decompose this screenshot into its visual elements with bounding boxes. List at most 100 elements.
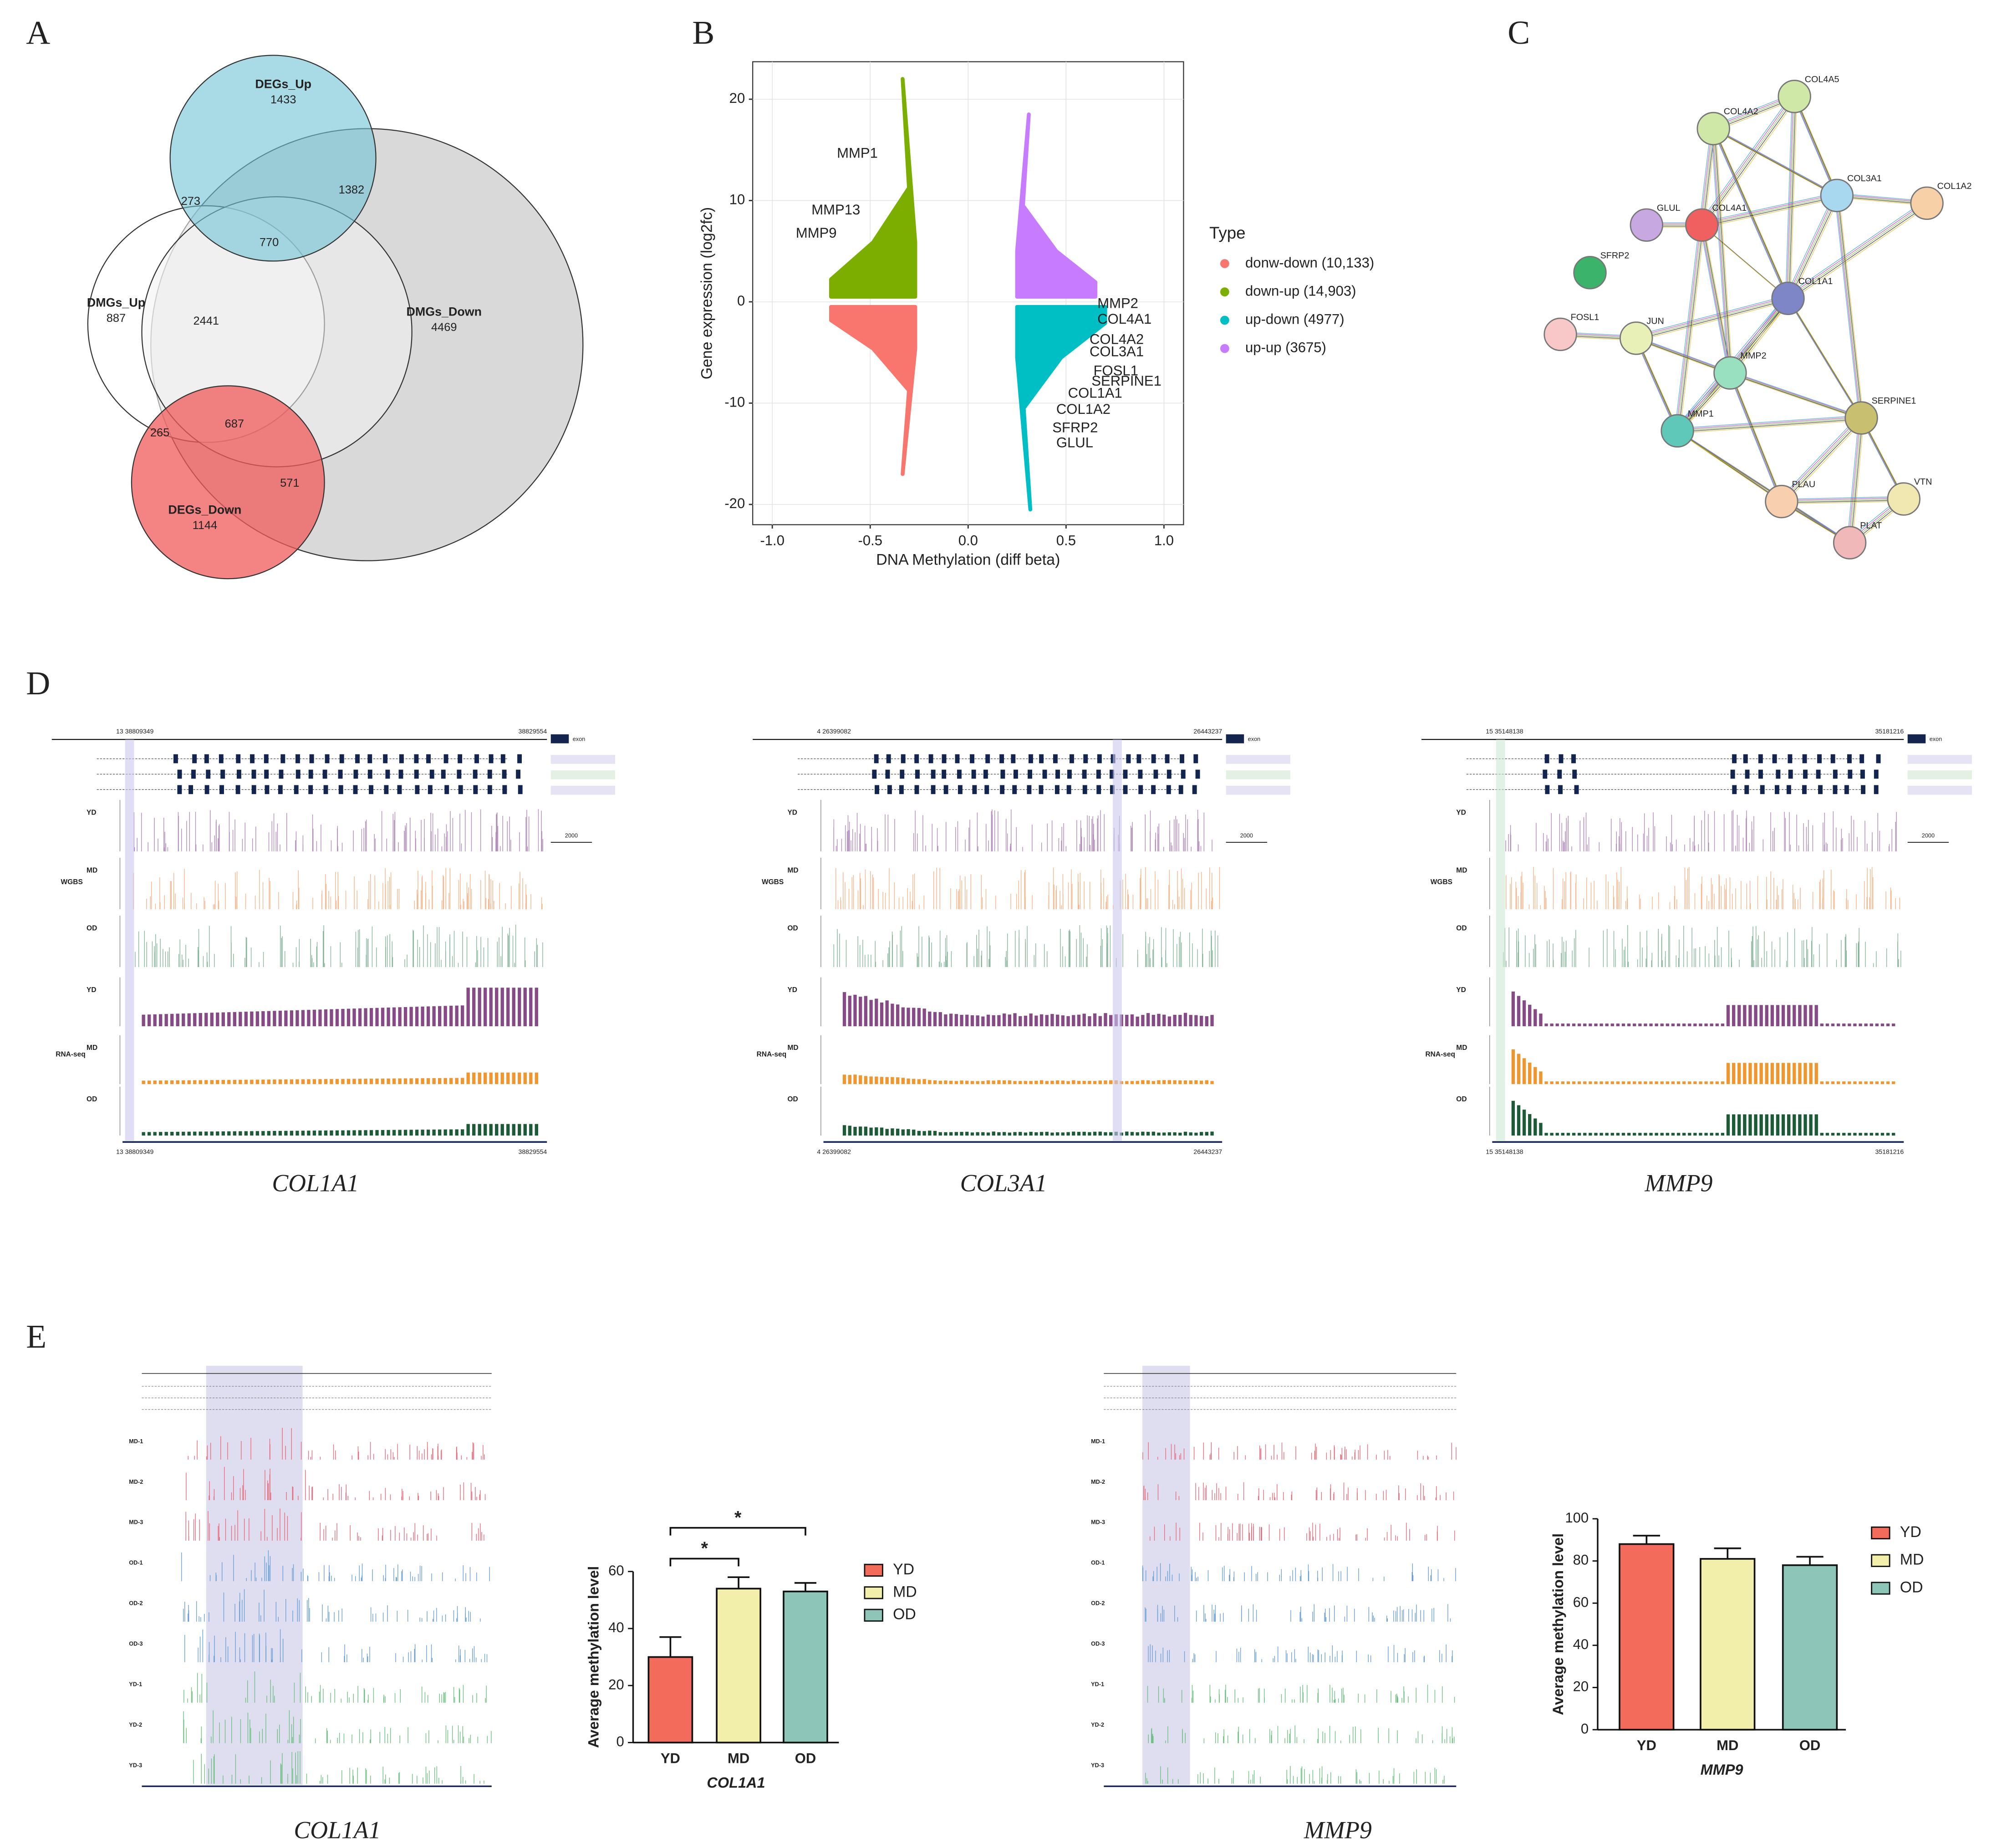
rnaseq-signal <box>221 1080 225 1084</box>
point-cloud <box>829 305 917 476</box>
network-node-label: JUN <box>1646 316 1664 326</box>
rnaseq-signal <box>1748 1063 1752 1084</box>
rnaseq-signal <box>869 1000 873 1027</box>
rnaseq-signal <box>1820 1081 1824 1084</box>
exon <box>338 769 343 779</box>
rnaseq-signal <box>421 1006 424 1027</box>
rnaseq-signal <box>1544 1023 1548 1027</box>
network-edge <box>1711 126 1786 296</box>
venn-set-name: DEGs_Up <box>255 77 311 91</box>
network-edge <box>1851 420 1864 545</box>
exon <box>323 785 328 794</box>
rnaseq-signal <box>381 1008 385 1027</box>
exon <box>971 769 976 779</box>
exon <box>1802 754 1807 764</box>
track-group: YD <box>787 986 797 994</box>
rnaseq-signal <box>381 1130 385 1136</box>
exon <box>1138 785 1143 794</box>
rnaseq-signal <box>176 1013 179 1027</box>
network-edge <box>1713 128 1788 299</box>
network-edge <box>1701 195 1837 226</box>
rnaseq-signal <box>1704 1081 1708 1084</box>
significance-bracket <box>669 1527 806 1536</box>
exon <box>1110 785 1115 794</box>
rnaseq-signal <box>261 1131 265 1136</box>
exon <box>1027 785 1032 794</box>
rnaseq-signal <box>1577 1133 1581 1136</box>
network-edge <box>1780 497 1903 501</box>
exon <box>1574 785 1579 794</box>
rnaseq-signal <box>1098 1080 1102 1084</box>
rnaseq-signal <box>438 1006 442 1027</box>
rnaseq-signal <box>244 1012 248 1027</box>
rnaseq-signal <box>1688 1081 1691 1084</box>
rnaseq-signal <box>1732 1114 1736 1136</box>
network-node-label: FOSL1 <box>1571 312 1599 322</box>
rnaseq-signal <box>443 1006 447 1027</box>
exon <box>955 754 960 764</box>
rnaseq-signal <box>1594 1023 1598 1027</box>
gene-annotation: MMP2 <box>1097 295 1138 311</box>
rnaseq-signal <box>1781 1063 1785 1084</box>
rnaseq-signal <box>1066 1081 1070 1084</box>
legend-box <box>1907 785 1972 795</box>
exon <box>1833 785 1838 794</box>
exon <box>219 754 224 764</box>
x-tick-label: 1.0 <box>1154 532 1174 548</box>
exon <box>914 785 919 794</box>
exon <box>1745 769 1750 779</box>
exon <box>191 769 196 779</box>
exon <box>1192 785 1197 794</box>
exon <box>1774 785 1779 794</box>
rnaseq-signal <box>992 1080 995 1084</box>
network-edge <box>1785 200 1925 296</box>
track-group: MD <box>87 866 97 874</box>
legend-swatch <box>864 1563 883 1577</box>
rnaseq-signal <box>1814 1063 1818 1084</box>
x-tick-label: -0.5 <box>858 532 882 548</box>
exon <box>874 754 879 764</box>
rnaseq-signal <box>142 1132 145 1136</box>
rnaseq-signal <box>341 1008 345 1027</box>
network-node-label: VTN <box>1914 477 1932 487</box>
rnaseq-signal <box>290 1079 294 1084</box>
exon <box>383 754 388 764</box>
coordinate: 13 38809349 <box>116 728 154 735</box>
exon <box>901 754 906 764</box>
exon <box>1817 754 1822 764</box>
rnaseq-signal <box>875 1127 878 1136</box>
gene-annotation: GLUL <box>1056 435 1093 451</box>
rnaseq-signal <box>1831 1081 1835 1084</box>
venn-count: 770 <box>260 236 279 249</box>
network-edge <box>1785 193 1835 296</box>
rnaseq-signal <box>1610 1133 1614 1136</box>
exon <box>1180 754 1184 764</box>
rnaseq-signal <box>1157 1080 1161 1084</box>
exon <box>1760 785 1765 794</box>
sample-label: MD-3 <box>1091 1519 1105 1526</box>
exon <box>457 769 462 779</box>
rnaseq-signal <box>369 1130 373 1136</box>
rnaseq-signal <box>523 1072 527 1084</box>
rnaseq-signal <box>1002 1013 1006 1027</box>
rnaseq-signal <box>1517 1105 1521 1136</box>
exon <box>278 785 283 794</box>
rnaseq-signal <box>1130 1081 1134 1084</box>
rnaseq-signal <box>1869 1133 1873 1136</box>
rnaseq-signal <box>1088 1080 1091 1084</box>
y-tick-label: 40 <box>608 1619 624 1635</box>
coordinate: 4 26399082 <box>817 728 851 735</box>
highlight <box>1496 739 1505 1141</box>
exon <box>279 769 284 779</box>
rnaseq-signal <box>1146 1013 1150 1027</box>
rnaseq-signal <box>1077 1081 1081 1084</box>
rnaseq-signal <box>1616 1133 1620 1136</box>
rnaseq-signal <box>1814 1005 1818 1027</box>
rnaseq-signal <box>960 1080 963 1084</box>
network-edge <box>1634 295 1786 336</box>
rnaseq-signal <box>506 1072 510 1084</box>
rnaseq-signal <box>1066 1132 1070 1136</box>
rnaseq-signal <box>1034 1080 1038 1084</box>
rnaseq-signal <box>267 1011 271 1027</box>
rnaseq-signal <box>164 1132 168 1136</box>
